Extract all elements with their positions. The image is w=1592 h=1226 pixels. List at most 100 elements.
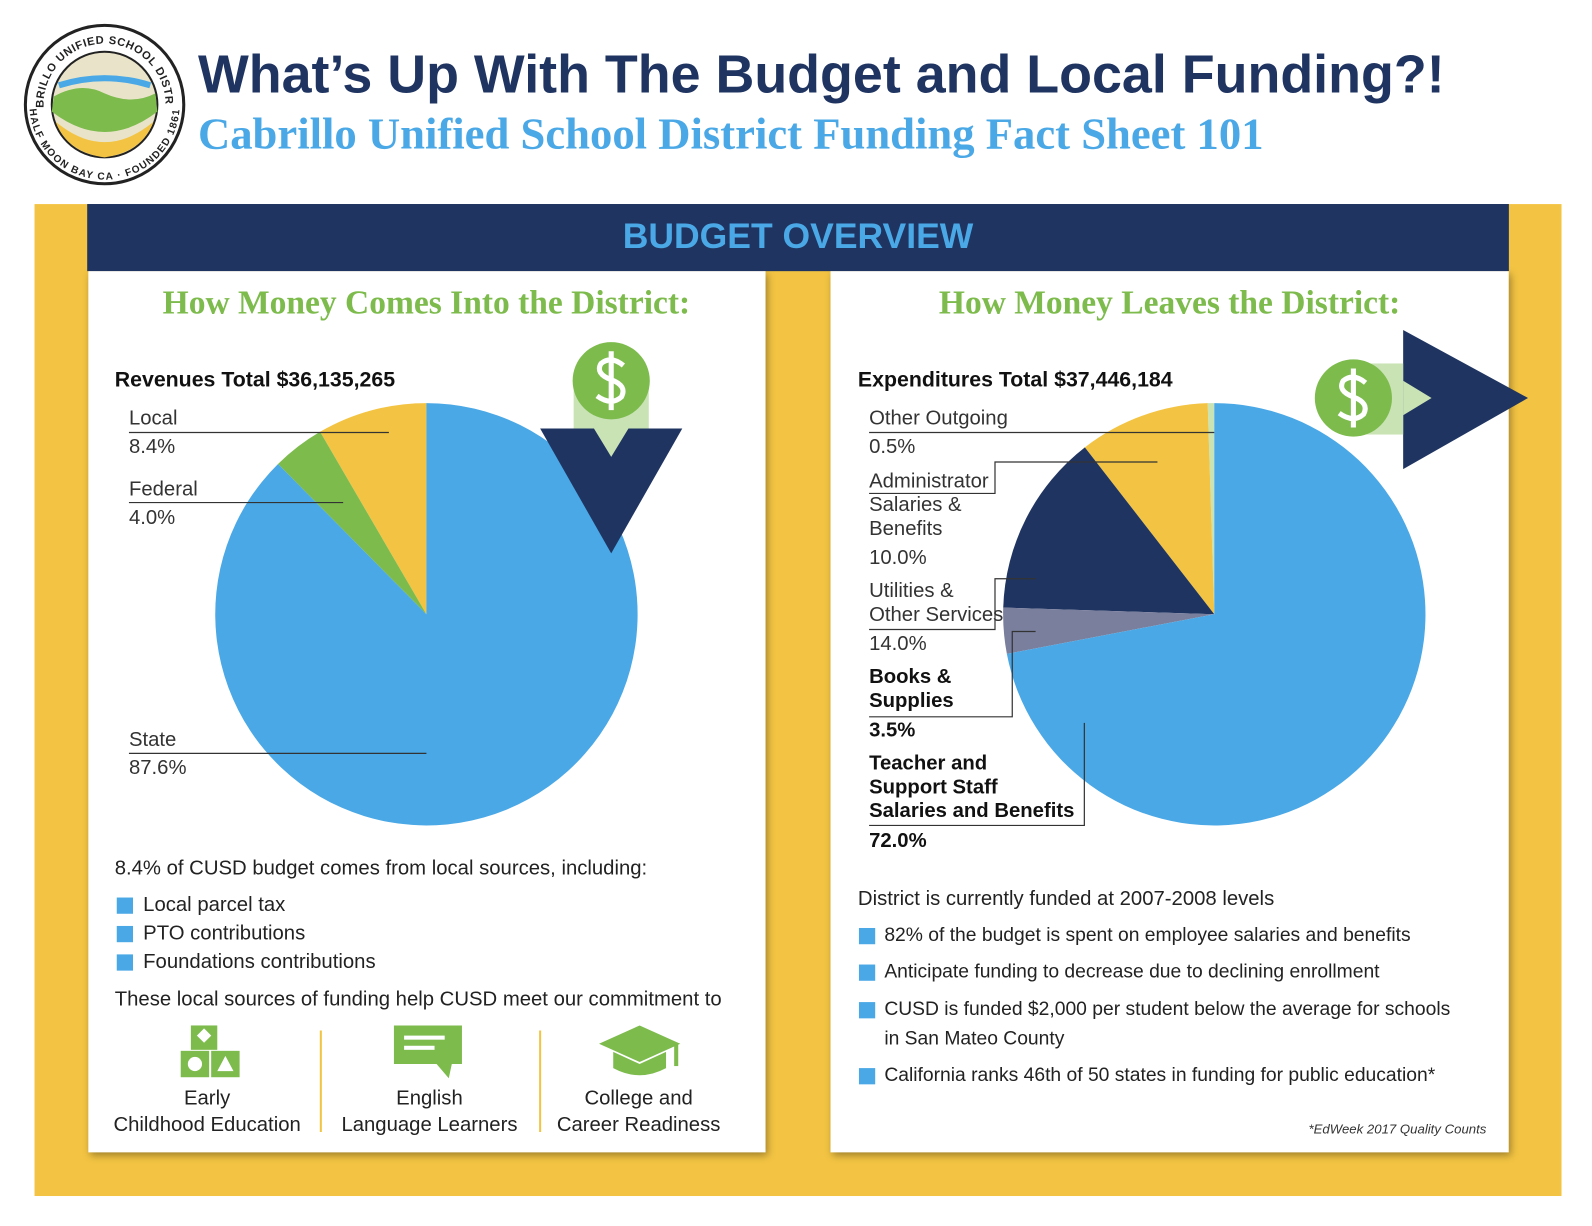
bullet-text: Local parcel tax — [143, 894, 285, 916]
subtitle: Cabrillo Unified School District Funding… — [198, 108, 1264, 158]
slice-value-label: 87.6% — [129, 757, 187, 779]
text-line: Other Services — [869, 604, 1003, 626]
pies — [215, 403, 1426, 826]
bullet-text: Foundations contributions — [143, 951, 375, 973]
text-line: Local — [129, 408, 178, 430]
icon-notch — [593, 428, 629, 457]
panel-heading: How Money Leaves the District: — [939, 284, 1400, 321]
bullet-square — [116, 954, 134, 971]
texts: Local 8.4% Federal 4.0% State 87.6% Other Outg… — [113, 408, 1486, 1137]
pie-slice — [320, 403, 427, 615]
text-line: Other Outgoing — [869, 408, 1008, 430]
chart-title: Expenditures Total $37,446,184 — [858, 367, 1173, 391]
icon-tassel — [674, 1043, 679, 1067]
text-line: Childhood Education — [113, 1114, 300, 1136]
text-line: Books & — [869, 667, 952, 689]
text-line: Administrator — [869, 471, 989, 493]
icon-line — [404, 1035, 445, 1040]
text-line: State — [129, 730, 176, 752]
text-line: Teacher and — [869, 753, 987, 775]
program-icons — [180, 1025, 681, 1079]
icon-arrow — [1403, 329, 1529, 470]
text-line: in San Mateo County — [884, 1029, 1064, 1050]
intro-text: District is currently funded at 2007-200… — [858, 888, 1274, 910]
bullet-text: Anticipate funding to decrease due to de… — [884, 962, 1380, 983]
text-line: Federal — [129, 479, 198, 501]
slice-value-label: 8.4% — [129, 436, 175, 458]
icon-cap-base — [613, 1051, 667, 1076]
bullet-text: PTO contributions — [143, 922, 305, 944]
leader-line — [869, 630, 1036, 718]
pie-slice — [1207, 403, 1215, 615]
pie-slice — [1003, 607, 1215, 654]
icon-line — [404, 1045, 435, 1050]
money-out-icon — [1314, 329, 1529, 470]
leader-line — [869, 722, 1085, 827]
slice-value-label: 72.0% — [869, 830, 927, 852]
bullet-square — [858, 964, 876, 981]
text-line: Support Staff — [869, 777, 998, 799]
chart-title: Revenues Total $36,135,265 — [115, 367, 396, 391]
bullet-square — [116, 897, 134, 914]
icon-triangle — [217, 1055, 234, 1072]
text-line: 82% of the budget is spent on employee s… — [884, 925, 1410, 946]
text-line: California ranks 46th of 50 states in fu… — [884, 1065, 1435, 1086]
icon-dollar — [1337, 368, 1368, 428]
banner-text: BUDGET OVERVIEW — [623, 216, 974, 256]
slice-label: Federal — [129, 479, 198, 501]
slice-value-label: 0.5% — [869, 436, 915, 458]
slice-label: Utilities & Other Services — [869, 580, 1003, 626]
slice-value-label: 14.0% — [869, 633, 927, 655]
slice-label: State — [129, 730, 176, 752]
slice-label: Other Outgoing — [869, 408, 1008, 430]
slice-value-label: 4.0% — [129, 507, 175, 529]
leader-line — [869, 461, 1158, 495]
bullet-square — [116, 925, 134, 943]
program-label: Early Childhood Education — [113, 1088, 300, 1136]
slice-label: Teacher and Support Staff Salaries and Ben… — [869, 753, 1074, 823]
bullet-text: California ranks 46th of 50 states in fu… — [884, 1065, 1435, 1086]
text-line: College and — [584, 1088, 692, 1110]
text-line: Salaries and Benefits — [869, 801, 1074, 823]
icon-notch — [1403, 380, 1432, 416]
pie-slice — [1006, 403, 1426, 826]
title: What’s Up With The Budget and Local Fund… — [198, 44, 1445, 104]
footnote: *EdWeek 2017 Quality Counts — [1309, 1122, 1487, 1137]
text-line: Anticipate funding to decrease due to de… — [884, 962, 1380, 983]
text-line: English — [396, 1088, 463, 1110]
bullet-text: 82% of the budget is spent on employee s… — [884, 925, 1410, 946]
commitment-text: These local sources of funding help CUSD… — [115, 988, 722, 1010]
bullet-square — [858, 927, 876, 945]
leader-line — [869, 578, 1036, 631]
slice-label: Administrator Salaries & Benefits — [869, 471, 989, 541]
icon-dollar — [595, 351, 626, 411]
icon-circle — [187, 1056, 203, 1072]
pie-slice — [1084, 403, 1215, 615]
logo-field — [55, 121, 154, 158]
logo-hills — [51, 87, 158, 132]
slice-value-label: 10.0% — [869, 547, 927, 569]
pie-slice — [278, 431, 427, 615]
logo-sea — [57, 75, 152, 89]
pie-slice — [215, 403, 638, 826]
text-line: Supplies — [869, 690, 954, 712]
text-line: Utilities & — [869, 580, 954, 602]
text-line: Career Readiness — [557, 1114, 721, 1136]
bullet-square — [858, 1002, 876, 1019]
slice-value-label: 3.5% — [869, 719, 915, 741]
text-line: Benefits — [869, 518, 942, 540]
text-line: Language Learners — [341, 1114, 517, 1136]
pie-slice — [1003, 447, 1215, 615]
slice-label: Local — [129, 408, 178, 430]
slice-label: Books & Supplies — [869, 667, 954, 713]
program-label: College and Career Readiness — [557, 1088, 721, 1136]
program-label: English Language Learners — [341, 1088, 517, 1136]
intro-text: 8.4% of CUSD budget comes from local sou… — [115, 857, 647, 879]
text-line: Salaries & — [869, 494, 962, 516]
text-line: CUSD is funded $2,000 per student below … — [884, 999, 1450, 1020]
bullet-text: CUSD is funded $2,000 per student below … — [884, 999, 1450, 1049]
money-in-icon — [540, 342, 683, 554]
